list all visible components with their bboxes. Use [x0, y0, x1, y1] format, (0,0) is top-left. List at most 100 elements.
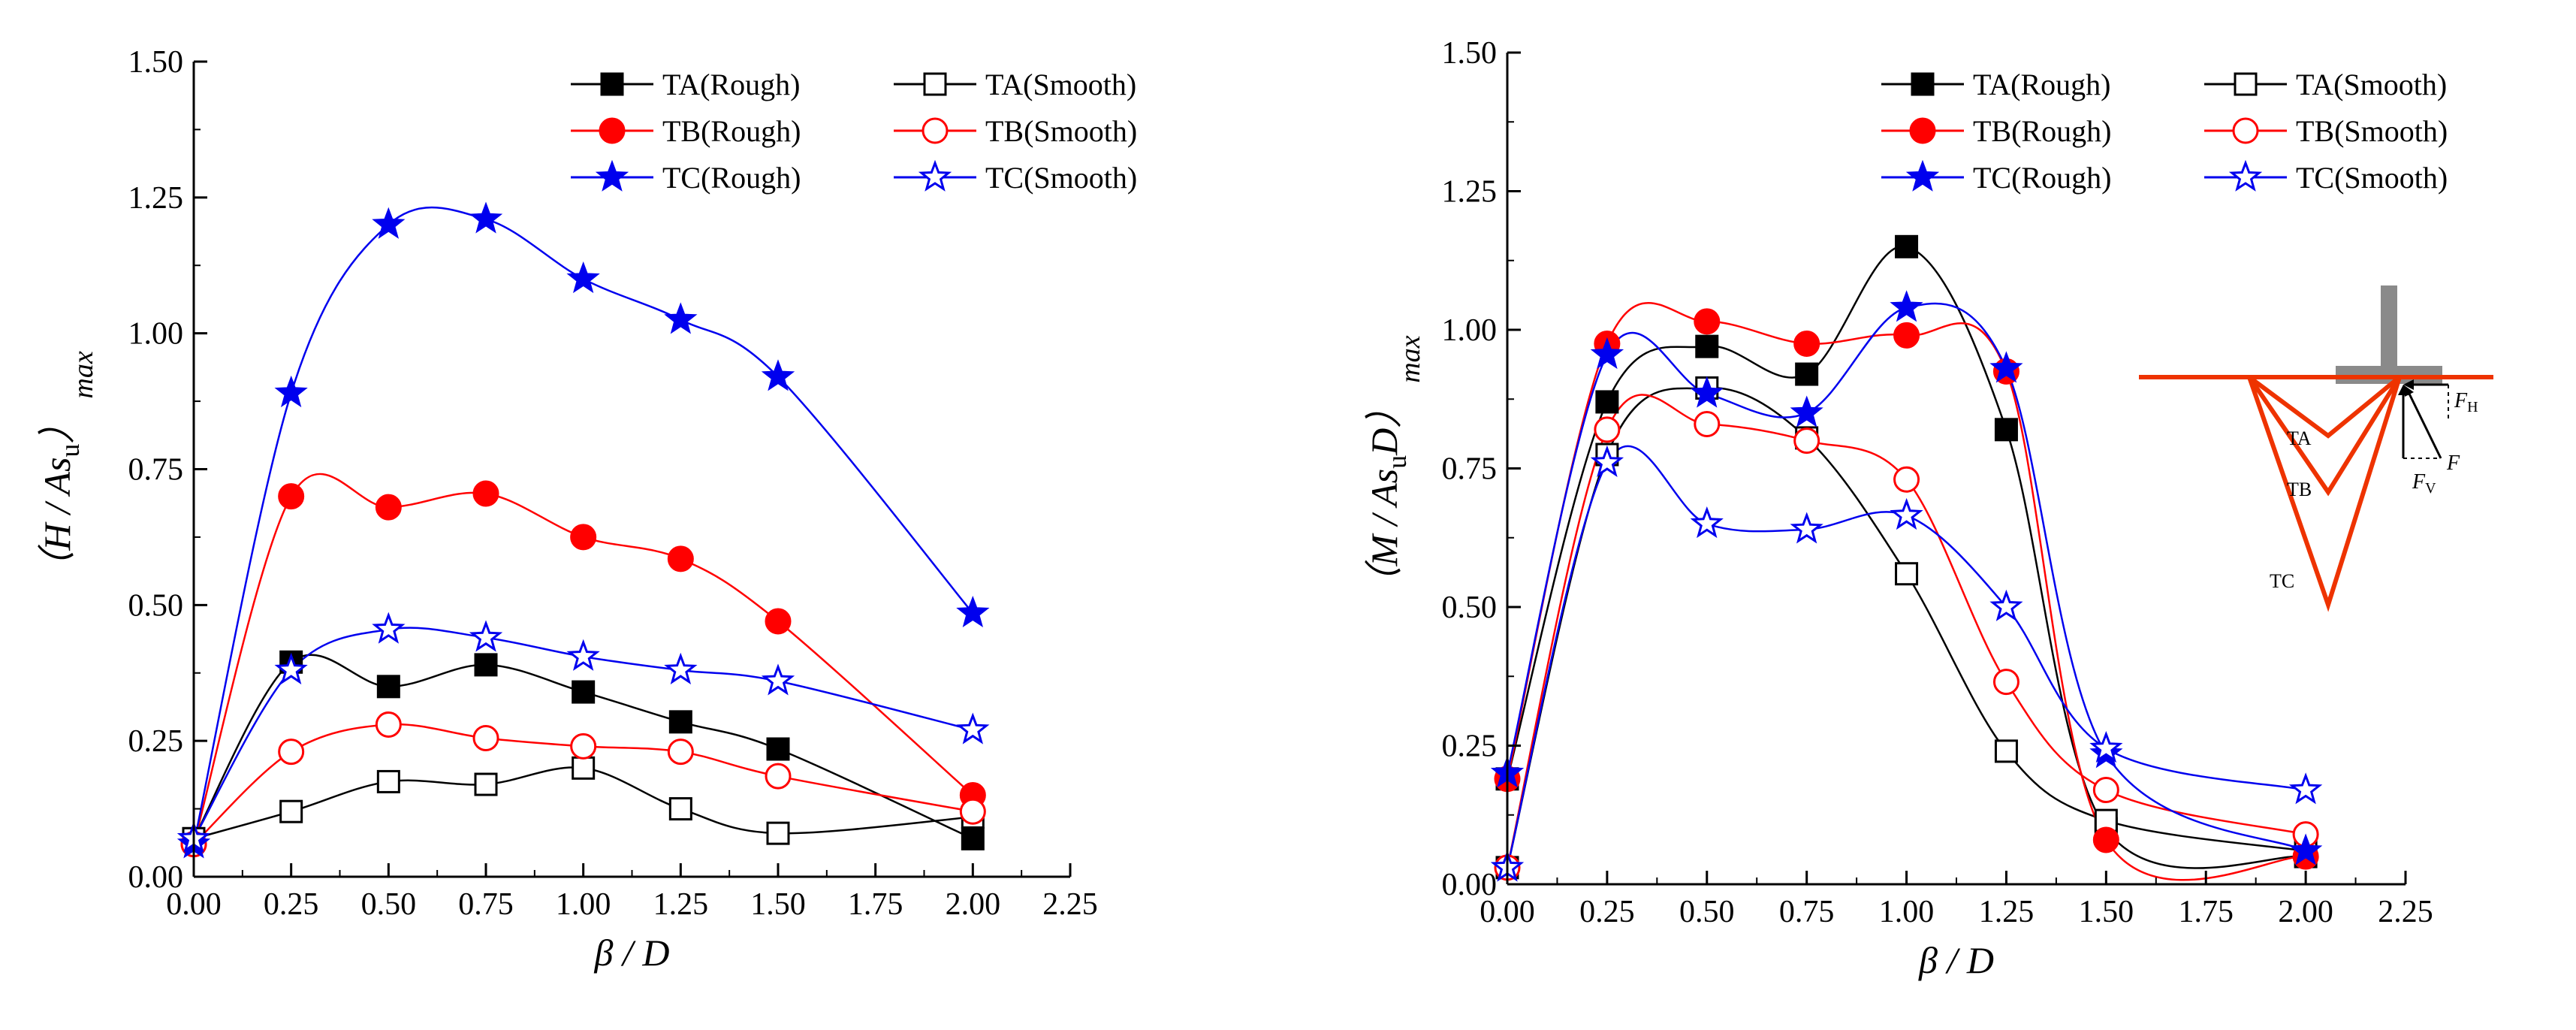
data-point — [572, 680, 596, 704]
series-curve — [1506, 302, 2306, 852]
data-point — [375, 494, 402, 521]
label-fv: FV — [2412, 470, 2436, 497]
legend-label: TB(Smooth) — [985, 114, 1137, 148]
y-axis-title-part: ） — [36, 406, 78, 444]
series-curve — [1506, 445, 2306, 868]
data-point — [472, 725, 499, 752]
legend-marker — [2232, 117, 2259, 144]
footing-stem — [2381, 285, 2397, 370]
x-tick-label: 1.50 — [750, 887, 806, 922]
legend-label: TA(Smooth) — [2296, 68, 2447, 101]
y-axis-title-part: （ — [36, 544, 78, 588]
data-point — [1690, 376, 1724, 408]
data-point — [278, 739, 305, 766]
x-tick-label: 0.75 — [458, 887, 514, 922]
data-point — [1994, 418, 2018, 442]
series-curve — [1506, 394, 2306, 868]
data-point — [664, 302, 698, 334]
data-point — [668, 797, 692, 821]
data-point — [2092, 826, 2119, 853]
y-axis-title-part: M — [1363, 533, 1405, 567]
data-point — [472, 480, 499, 507]
legend-label: TA(Smooth) — [985, 68, 1136, 101]
x-tick-label: 1.75 — [848, 887, 903, 922]
data-point — [1893, 466, 1920, 493]
legend-item: TA(Smooth) — [2204, 68, 2447, 101]
data-point — [1793, 427, 1820, 455]
data-point — [667, 545, 694, 572]
data-point — [372, 612, 406, 644]
legend-item: TA(Smooth) — [894, 68, 1136, 101]
y-axis-title: （H / Asu） max — [36, 351, 99, 588]
x-tick-label: 1.25 — [1979, 895, 2035, 929]
legend-item: TC(Rough) — [571, 159, 801, 195]
x-tick-label: 0.50 — [1679, 895, 1735, 929]
data-point — [1989, 351, 2023, 383]
failure-mechanism-inset: TA TB TC FH FV F — [2139, 285, 2493, 612]
y-tick-label: 1.00 — [128, 317, 184, 352]
wedge-tc — [2247, 376, 2402, 612]
y-axis-title-part: / — [1363, 506, 1405, 535]
y-axis-title: （M / AsuD） max — [1363, 335, 1426, 603]
data-point — [761, 663, 795, 696]
data-point — [1690, 506, 1724, 539]
y-tick-label: 0.00 — [128, 860, 184, 895]
data-point — [469, 201, 503, 234]
data-point — [766, 821, 790, 845]
chart-left: 0.00 0.25 0.50 0.75 1.00 1.25 1.50 1.75 2.00 2.25… — [36, 45, 1137, 974]
data-point — [372, 207, 406, 239]
x-tick-label: 0.00 — [166, 887, 222, 922]
y-axis-title-part: As — [1363, 469, 1405, 509]
x-tick-label: 0.25 — [1579, 895, 1635, 929]
y-tick-label: 0.25 — [1442, 729, 1498, 764]
force-fh-arrowhead — [2403, 379, 2414, 390]
y-tick-label: 1.50 — [128, 45, 184, 80]
y-axis-title-part: max — [68, 351, 99, 398]
legend-marker — [600, 72, 624, 96]
force-f-arrowhead — [2403, 385, 2414, 397]
data-point — [376, 675, 400, 699]
legend-item: TC(Smooth) — [894, 159, 1137, 195]
y-tick-label: 1.25 — [1442, 175, 1498, 210]
legend-marker — [923, 72, 947, 96]
label-fh: FH — [2454, 389, 2478, 415]
legend-item: TB(Rough) — [571, 114, 801, 148]
data-point — [667, 739, 694, 766]
y-axis-title-part: u — [1382, 455, 1412, 469]
x-tick-label: 0.25 — [264, 887, 319, 922]
legend-item: TA(Rough) — [571, 68, 800, 101]
x-tick-label: 0.75 — [1779, 895, 1835, 929]
data-point — [2288, 833, 2323, 865]
force-f-line — [2406, 388, 2442, 459]
legend-label: TC(Smooth) — [985, 161, 1137, 195]
data-point — [1994, 739, 2018, 763]
data-point — [664, 652, 698, 684]
legend: TA(Rough) TA(Smooth) TB(Rough) TB(Smooth) TC… — [1881, 68, 2448, 195]
x-axis-title: β / D — [594, 932, 670, 974]
legend-marker — [595, 159, 629, 192]
legend-marker — [599, 117, 626, 144]
data-point — [2288, 772, 2323, 805]
y-axis-title-part: （ — [1363, 560, 1405, 604]
x-tick-label: 1.50 — [2079, 895, 2134, 929]
label-f: F — [2446, 452, 2460, 475]
data-point — [570, 524, 597, 551]
data-point — [566, 261, 600, 294]
y-axis-title-part: max — [1395, 335, 1426, 382]
x-tick-label: 1.25 — [653, 887, 709, 922]
legend-label: TB(Smooth) — [2296, 114, 2448, 148]
data-point — [956, 595, 990, 628]
legend-item: TC(Smooth) — [2204, 159, 2448, 195]
data-point — [1795, 362, 1819, 386]
data-point — [279, 799, 303, 823]
data-point — [572, 756, 596, 780]
data-point — [1790, 512, 1823, 544]
x-tick-label: 2.25 — [2378, 895, 2433, 929]
y-tick-label: 1.50 — [1442, 36, 1498, 71]
legend-marker — [2234, 72, 2258, 96]
x-tick-label: 1.75 — [2178, 895, 2234, 929]
legend-item: TB(Smooth) — [2204, 114, 2448, 148]
data-point — [1790, 395, 1823, 427]
data-point — [1694, 410, 1721, 437]
